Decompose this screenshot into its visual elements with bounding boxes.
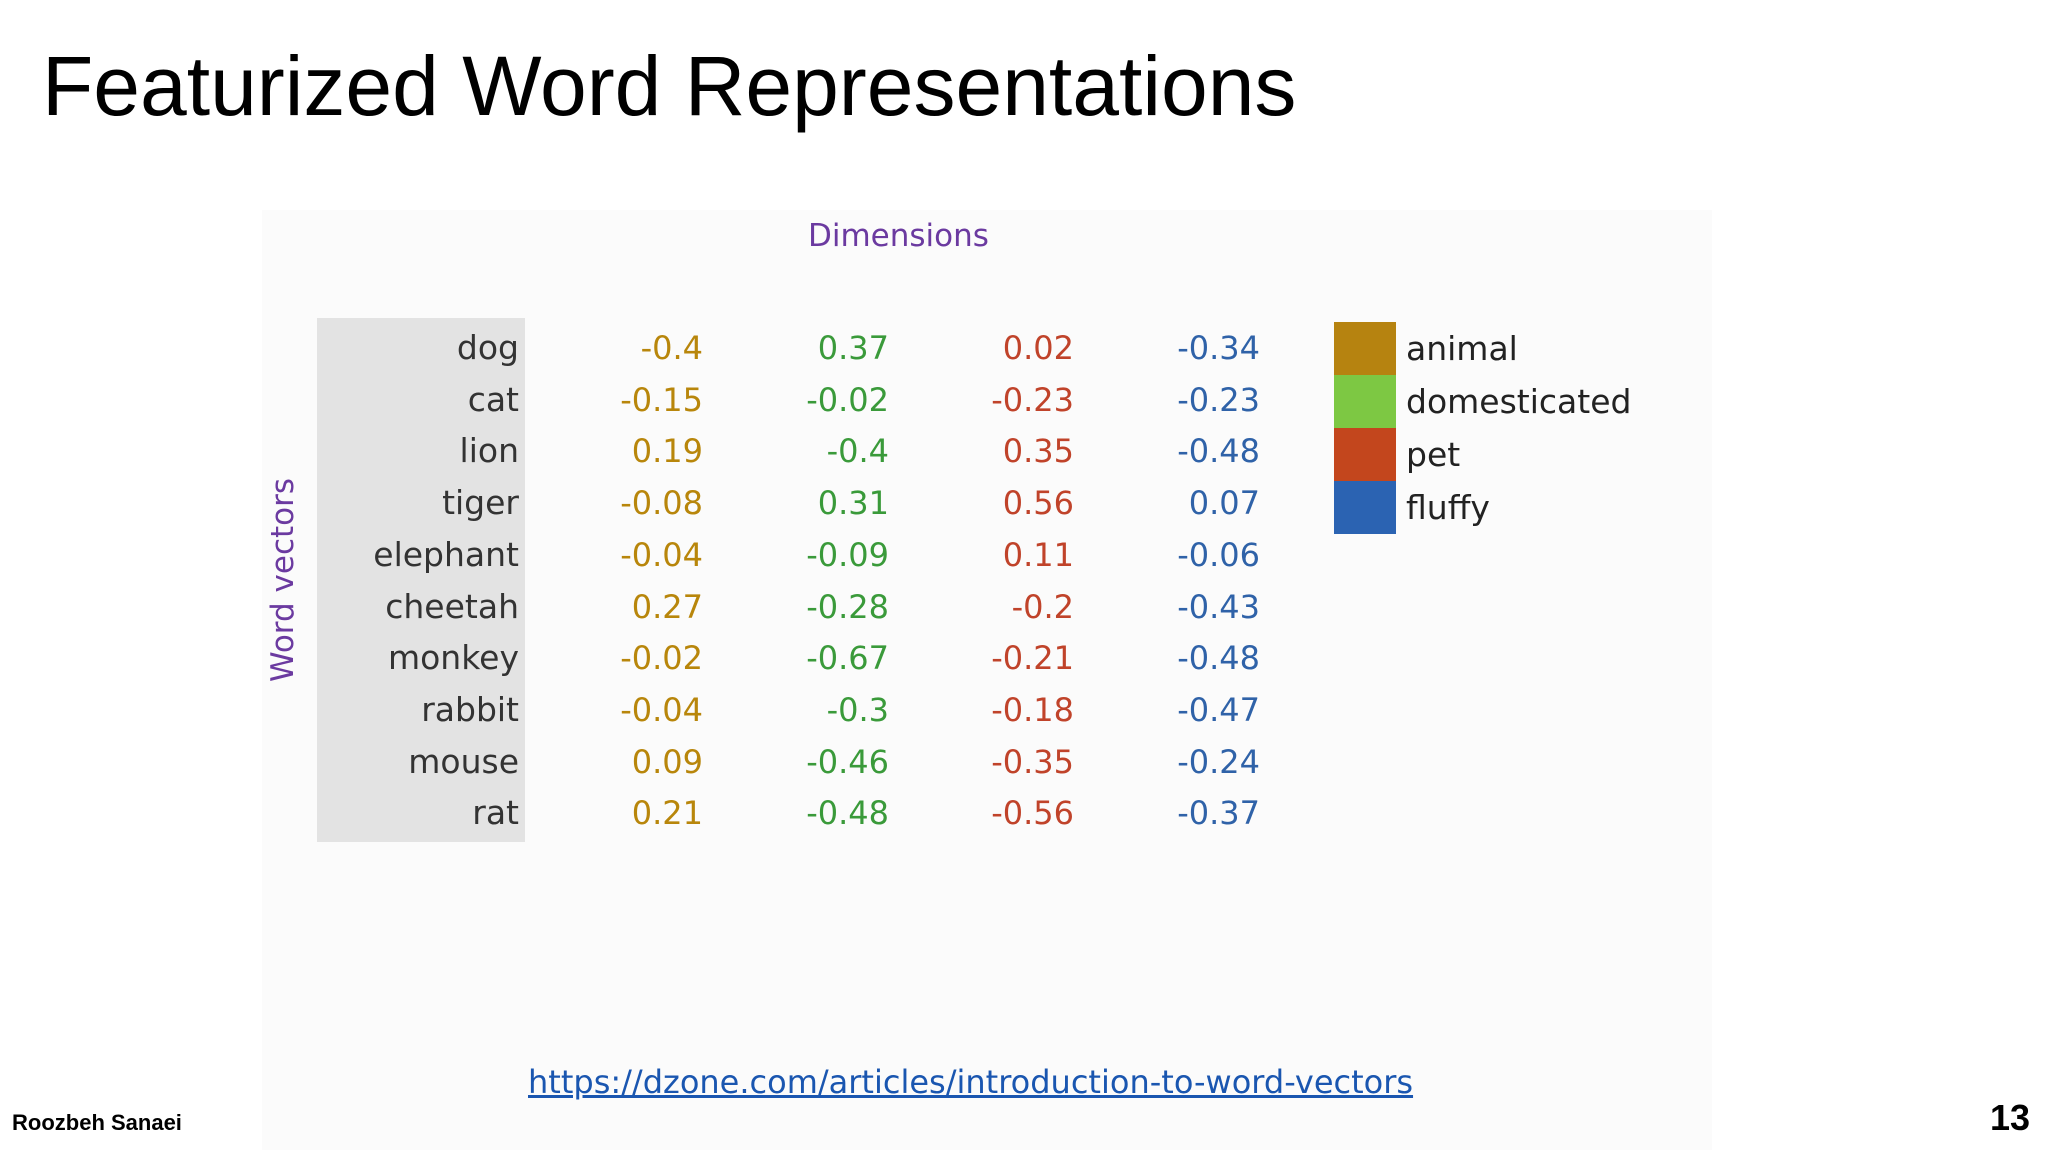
source-link[interactable]: https://dzone.com/articles/introduction-… (528, 1063, 1414, 1101)
vector-value-elephant-0: -0.04 (620, 536, 703, 574)
vector-value-cheetah-3: -0.43 (1177, 588, 1260, 626)
word-label-monkey: monkey (387, 638, 519, 677)
vector-value-rat-3: -0.37 (1177, 794, 1260, 832)
legend-label-fluffy: fluffy (1406, 488, 1490, 527)
vector-value-monkey-3: -0.48 (1177, 639, 1260, 677)
word-label-rat: rat (472, 793, 519, 832)
vector-value-elephant-2: 0.11 (1002, 536, 1074, 574)
vector-value-rat-1: -0.48 (806, 794, 889, 832)
slide-title: Featurized Word Representations (42, 39, 1297, 133)
word-label-lion: lion (459, 431, 519, 470)
vector-value-tiger-1: 0.31 (817, 484, 889, 522)
vector-value-tiger-3: 0.07 (1188, 484, 1260, 522)
word-label-cheetah: cheetah (385, 587, 519, 626)
vector-value-cat-1: -0.02 (806, 381, 889, 419)
page-number: 13 (1989, 1097, 2030, 1138)
vector-value-lion-3: -0.48 (1177, 432, 1260, 470)
vector-value-lion-2: 0.35 (1002, 432, 1074, 470)
vector-value-elephant-1: -0.09 (806, 536, 889, 574)
vector-value-tiger-2: 0.56 (1002, 484, 1074, 522)
vector-value-lion-0: 0.19 (631, 432, 703, 470)
legend-label-domesticated: domesticated (1406, 382, 1632, 421)
vector-value-rabbit-0: -0.04 (620, 691, 703, 729)
vector-value-cheetah-2: -0.2 (1011, 588, 1074, 626)
word-label-mouse: mouse (408, 742, 519, 781)
vector-value-dog-1: 0.37 (817, 329, 889, 367)
word-label-cat: cat (467, 380, 519, 419)
legend-swatch-fluffy (1334, 481, 1396, 534)
dimensions-label: Dimensions (808, 218, 989, 254)
vector-value-rabbit-3: -0.47 (1177, 691, 1260, 729)
vector-value-rat-2: -0.56 (991, 794, 1074, 832)
vector-value-mouse-0: 0.09 (631, 743, 703, 781)
vector-value-cat-0: -0.15 (620, 381, 703, 419)
legend-swatch-pet (1334, 428, 1396, 481)
word-column-background (317, 318, 525, 842)
word-vectors-label: Word vectors (265, 477, 301, 683)
vector-value-monkey-2: -0.21 (991, 639, 1074, 677)
vector-value-rabbit-1: -0.3 (826, 691, 889, 729)
vector-value-dog-2: 0.02 (1002, 329, 1074, 367)
word-label-dog: dog (456, 328, 519, 367)
vector-value-monkey-0: -0.02 (620, 639, 703, 677)
word-label-rabbit: rabbit (421, 690, 519, 729)
vector-value-rat-0: 0.21 (631, 794, 703, 832)
vector-value-mouse-2: -0.35 (991, 743, 1074, 781)
vector-value-cheetah-1: -0.28 (806, 588, 889, 626)
vector-value-mouse-3: -0.24 (1177, 743, 1260, 781)
vector-value-tiger-0: -0.08 (620, 484, 703, 522)
vector-value-cheetah-0: 0.27 (631, 588, 703, 626)
vector-value-dog-3: -0.34 (1177, 329, 1260, 367)
vector-value-mouse-1: -0.46 (806, 743, 889, 781)
vector-value-cat-3: -0.23 (1177, 381, 1260, 419)
vector-value-cat-2: -0.23 (991, 381, 1074, 419)
vector-value-rabbit-2: -0.18 (991, 691, 1074, 729)
author-name: Roozbeh Sanaei (12, 1110, 182, 1135)
vector-value-dog-0: -0.4 (640, 329, 703, 367)
legend-label-pet: pet (1406, 435, 1461, 474)
legend-label-animal: animal (1406, 329, 1518, 368)
vector-value-elephant-3: -0.06 (1177, 536, 1260, 574)
legend-swatch-animal (1334, 322, 1396, 375)
vector-value-lion-1: -0.4 (826, 432, 889, 470)
word-label-elephant: elephant (373, 535, 519, 574)
vector-value-monkey-1: -0.67 (806, 639, 889, 677)
word-label-tiger: tiger (442, 483, 519, 522)
legend-swatch-domesticated (1334, 375, 1396, 428)
